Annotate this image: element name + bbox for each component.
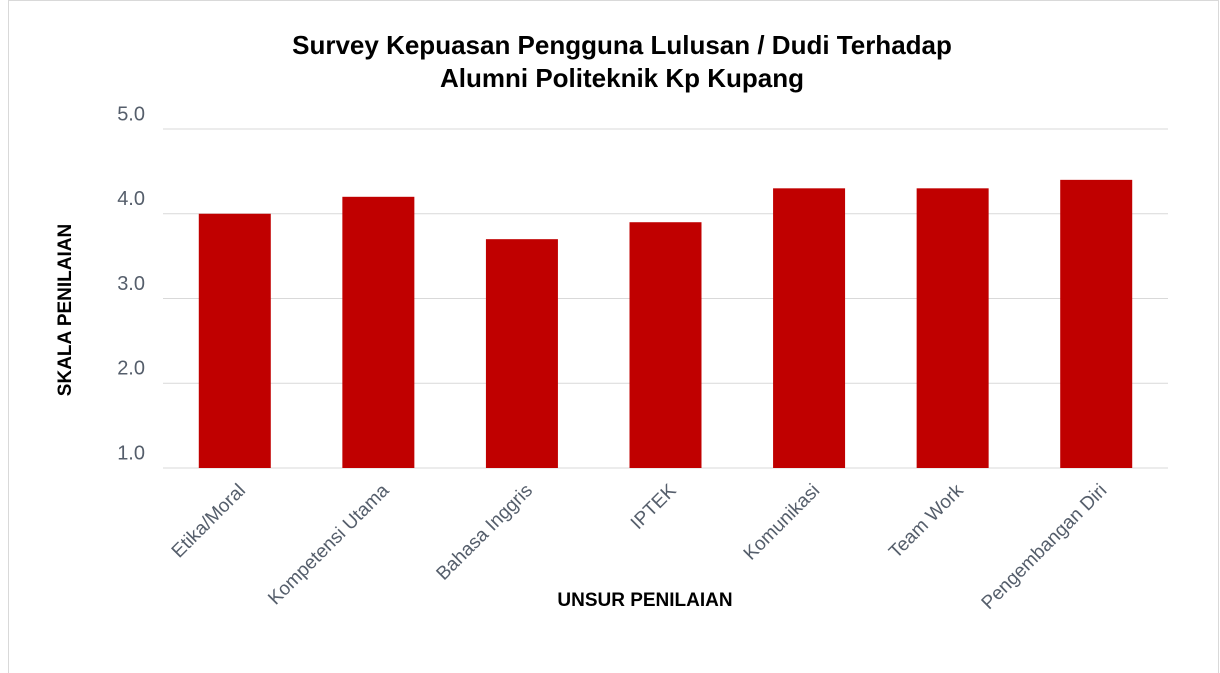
y-tick-label: 4.0 — [117, 188, 145, 210]
x-tick-label: Bahasa Inggris — [433, 480, 537, 584]
x-axis-title: UNSUR PENILAIAN — [557, 590, 732, 611]
bar — [629, 222, 702, 468]
y-axis-title: SKALA PENILAIAN — [55, 224, 76, 396]
bar — [916, 188, 989, 468]
x-tick-label: Team Work — [885, 480, 968, 563]
chart-title: Survey Kepuasan Pengguna Lulusan / Dudi … — [292, 30, 952, 60]
x-tick-label: Kompetensi Utama — [264, 480, 393, 609]
bar — [198, 213, 271, 468]
y-tick-label: 2.0 — [117, 358, 145, 380]
y-tick-label: 5.0 — [117, 103, 145, 125]
x-tick-label: Etika/Moral — [168, 480, 250, 562]
chart-title: Alumni Politeknik Kp Kupang — [440, 63, 804, 93]
y-tick-label: 1.0 — [117, 442, 145, 464]
bar — [485, 239, 558, 468]
x-tick-label: Pengembangan Diri — [978, 480, 1112, 614]
bar — [1060, 179, 1133, 468]
y-tick-label: 3.0 — [117, 273, 145, 295]
x-tick-label: Komunikasi — [740, 480, 824, 564]
x-tick-label: IPTEK — [627, 480, 681, 534]
bar — [342, 196, 415, 469]
chart-frame — [8, 0, 1219, 673]
bar — [773, 188, 846, 468]
